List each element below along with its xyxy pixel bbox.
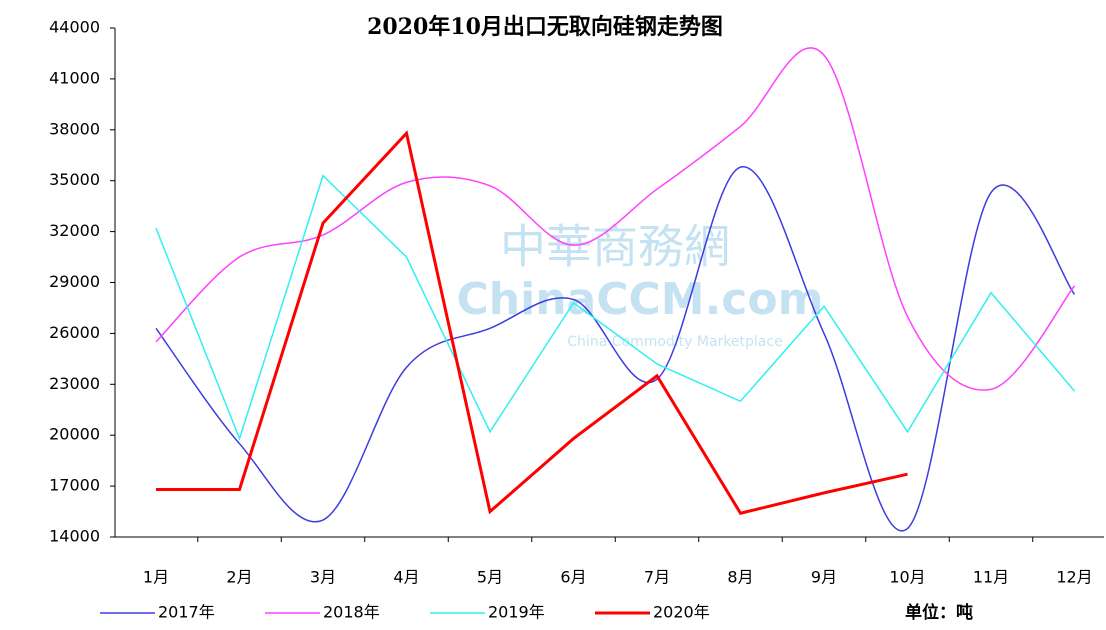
x-tick-label: 10月: [889, 568, 925, 587]
y-tick-label: 32000: [49, 221, 100, 240]
x-tick-label: 3月: [310, 568, 336, 587]
legend-label: 2018年: [323, 603, 380, 622]
unit-label: 单位：吨: [905, 602, 973, 623]
y-tick-label: 44000: [49, 18, 100, 37]
y-tick-label: 35000: [49, 170, 100, 189]
y-tick-label: 20000: [49, 425, 100, 444]
x-tick-label: 2月: [226, 568, 252, 587]
chart-title: 2020年10月出口无取向硅钢走势图: [367, 14, 723, 40]
y-tick-label: 17000: [49, 476, 100, 495]
x-tick-label: 11月: [973, 568, 1009, 587]
x-tick-label: 12月: [1056, 568, 1092, 587]
series-line: [156, 130, 908, 515]
x-tick-label: 5月: [477, 568, 503, 587]
y-tick-label: 38000: [49, 119, 100, 138]
x-tick-label: 9月: [811, 568, 837, 587]
x-tick-label: 7月: [644, 568, 670, 587]
x-tick-label: 1月: [143, 568, 169, 587]
y-tick-label: 41000: [49, 68, 100, 87]
y-tick-label: 26000: [49, 323, 100, 342]
x-tick-label: 8月: [727, 568, 753, 587]
series-line: [155, 166, 1076, 532]
series-line: [155, 174, 1076, 441]
y-tick-label: 29000: [49, 272, 100, 291]
legend-label: 2017年: [158, 603, 215, 622]
y-tick-label: 14000: [49, 527, 100, 546]
x-tick-label: 4月: [393, 568, 419, 587]
watermark: ChinaCCM.com: [457, 274, 824, 325]
legend-label: 2019年: [488, 603, 545, 622]
y-tick-label: 23000: [49, 374, 100, 393]
series-line: [155, 47, 1076, 391]
watermark: 中華商務網: [500, 220, 730, 274]
x-tick-label: 6月: [560, 568, 586, 587]
legend-label: 2020年: [653, 603, 710, 622]
